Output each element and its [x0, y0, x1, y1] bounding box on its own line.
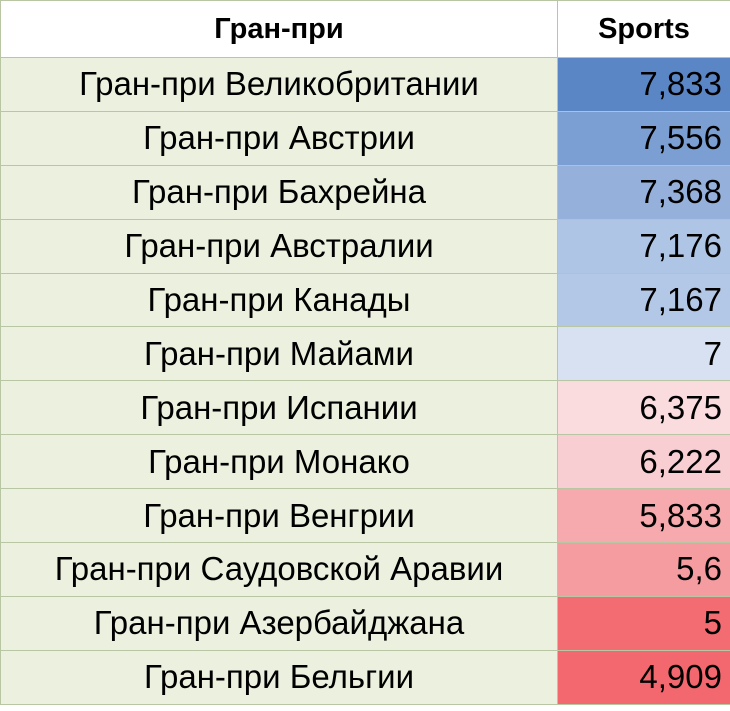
table-row: Гран-при Канады 7,167 — [0, 272, 730, 328]
grand-prix-name: Гран-при Испании — [0, 380, 558, 436]
table-row: Гран-при Австрии 7,556 — [0, 110, 730, 166]
table-row: Гран-при Испании 6,375 — [0, 380, 730, 436]
sports-value: 7,368 — [557, 164, 730, 220]
table-row: Гран-при Монако 6,222 — [0, 434, 730, 490]
grand-prix-name: Гран-при Великобритании — [0, 57, 558, 112]
grand-prix-name: Гран-при Австрии — [0, 110, 558, 166]
grand-prix-name: Гран-при Бельгии — [0, 649, 558, 705]
header-cell: Sports — [557, 0, 730, 58]
table-row: Гран-при Бахрейна 7,368 — [0, 164, 730, 220]
sports-value: 5,6 — [557, 542, 730, 597]
grand-prix-name: Гран-при Саудовской Аравии — [0, 542, 558, 597]
sports-value: 7 — [557, 326, 730, 382]
sports-value: 7,833 — [557, 57, 730, 112]
grand-prix-name: Гран-при Азербайджана — [0, 595, 558, 651]
sports-value: 6,375 — [557, 380, 730, 436]
grand-prix-name: Гран-при Канады — [0, 272, 558, 328]
grand-prix-name: Гран-при Венгрии — [0, 488, 558, 544]
sports-value: 5 — [557, 595, 730, 651]
table-row: Гран-при Азербайджана 5 — [0, 595, 730, 651]
table-row: Гран-при Великобритании 7,833 — [0, 57, 730, 112]
header-cell: Гран-при — [0, 0, 558, 58]
header-row: Гран-при Sports — [0, 0, 730, 58]
sports-value: 7,167 — [557, 272, 730, 328]
sports-value: 4,909 — [557, 649, 730, 705]
sports-value: 6,222 — [557, 434, 730, 490]
table-row: Гран-при Саудовской Аравии 5,6 — [0, 542, 730, 597]
grand-prix-name: Гран-при Монако — [0, 434, 558, 490]
table-row: Гран-при Майами 7 — [0, 326, 730, 382]
table-row: Гран-при Венгрии 5,833 — [0, 488, 730, 544]
table-row: Гран-при Австралии 7,176 — [0, 218, 730, 274]
table-row: Гран-при Бельгии 4,909 — [0, 649, 730, 705]
sports-value: 5,833 — [557, 488, 730, 544]
sports-value: 7,556 — [557, 110, 730, 166]
table-body: Гран-при Великобритании 7,833 Гран-при Авс… — [0, 57, 730, 705]
sports-value: 7,176 — [557, 218, 730, 274]
grand-prix-name: Гран-при Майами — [0, 326, 558, 382]
grand-prix-name: Гран-при Бахрейна — [0, 164, 558, 220]
grand-prix-name: Гран-при Австралии — [0, 218, 558, 274]
